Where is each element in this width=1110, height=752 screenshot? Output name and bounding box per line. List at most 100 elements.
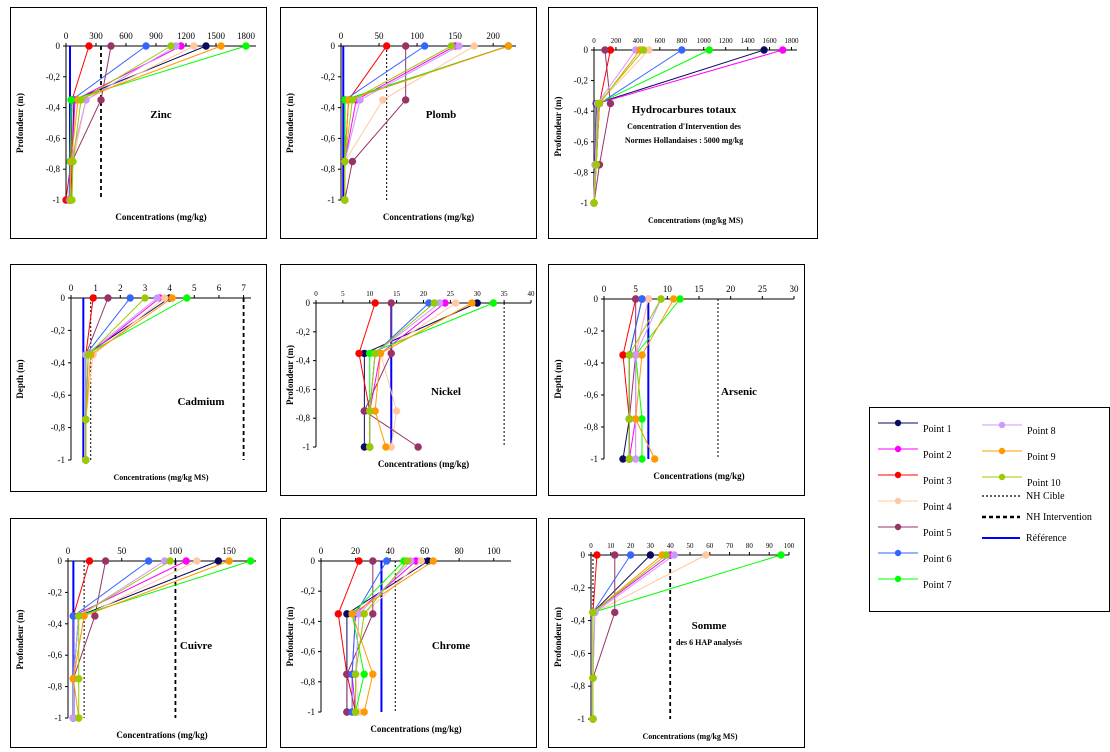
x-tick-label: 20 <box>420 290 428 298</box>
y-tick-label: 0 <box>306 298 311 308</box>
legend-label-nh-intervention: NH Intervention <box>1026 512 1092 523</box>
y-tick-label: 0 <box>331 41 336 51</box>
x-tick-label: 30 <box>474 290 482 298</box>
series-line-point-10 <box>592 554 667 719</box>
y-tick-label: -1 <box>55 713 63 723</box>
data-point-point-9 <box>225 557 233 565</box>
y-axis-title: Profondeur (m) <box>15 610 25 670</box>
x-tick-label: 80 <box>746 542 754 550</box>
y-tick-label: -0,6 <box>296 384 311 394</box>
legend-label-point-6: Point 6 <box>923 554 952 565</box>
y-tick-label: -0,4 <box>321 103 336 113</box>
data-point-point-4 <box>470 42 478 50</box>
x-axis-title: Concentrations (mg/kg MS) <box>648 216 743 225</box>
x-tick-label: 1200 <box>719 37 734 45</box>
x-axis-title: Concentrations (mg/kg) <box>115 212 206 222</box>
y-tick-label: 0 <box>56 41 61 51</box>
series-line-point-8 <box>344 45 460 200</box>
x-tick-label: 40 <box>667 542 675 550</box>
series-line-point-2 <box>628 298 649 460</box>
data-point-point-7 <box>67 96 75 104</box>
chart-annotation: Plomb <box>426 109 457 121</box>
data-point-point-9 <box>360 708 368 716</box>
data-point-point-5 <box>97 96 105 104</box>
x-tick-label: 10 <box>663 284 673 294</box>
y-tick-label: -0,8 <box>46 164 61 174</box>
x-tick-label: 200 <box>611 37 622 45</box>
y-tick-label: -1 <box>303 442 311 452</box>
legend-marker-point-2 <box>894 445 902 453</box>
data-point-point-1 <box>760 46 768 54</box>
series-line-point-5 <box>344 46 407 201</box>
data-point-point-4 <box>160 294 169 302</box>
y-tick-label: -1 <box>308 707 316 717</box>
data-point-point-4 <box>193 557 201 565</box>
data-point-point-8 <box>670 551 678 559</box>
data-point-point-10 <box>77 96 85 104</box>
series-line-point-1 <box>70 45 207 201</box>
y-tick-label: -0,4 <box>48 619 63 629</box>
series-line-point-4 <box>379 302 457 448</box>
data-point-point-5 <box>369 610 377 618</box>
y-tick-label: 0 <box>594 294 599 304</box>
y-tick-label: -0,2 <box>296 327 310 337</box>
data-point-point-4 <box>644 295 653 303</box>
x-tick-label: 15 <box>393 290 401 298</box>
chart-svg-nickel: 0 5 10 15 20 25 30 35 40 0 -0,2 -0,4 -0,6 -0,8 -1 Profo… <box>285 290 536 469</box>
data-point-point-10 <box>341 196 349 204</box>
data-point-point-10 <box>592 161 600 169</box>
data-point-point-10 <box>166 557 174 565</box>
x-tick-label: 800 <box>677 37 688 45</box>
x-tick-label: 50 <box>687 542 695 550</box>
x-tick-label: 5 <box>192 283 197 293</box>
data-point-point-9 <box>468 299 476 307</box>
x-tick-label: 1500 <box>207 31 226 41</box>
series-line-point-8 <box>85 297 158 460</box>
series-line-point-8 <box>592 554 675 719</box>
x-tick-label: 70 <box>726 542 734 550</box>
chart-panel-nickel: 0 5 10 15 20 25 30 35 40 0 -0,2 -0,4 -0,6 -0,8 -1 Profo… <box>280 264 537 496</box>
data-point-point-5 <box>401 42 410 50</box>
series-line-point-1 <box>592 554 651 719</box>
series-line-point-7 <box>69 45 247 201</box>
chart-panel-hydrocarbures: 0 200 400 600 800 1000 1200 1400 1600 1800 0 -0,2 -0… <box>548 7 818 239</box>
y-tick-label: -0,6 <box>301 647 316 657</box>
data-point-point-2 <box>779 46 787 54</box>
legend-marker-point-3 <box>894 471 902 479</box>
legend-label-nh-cible: NH Cible <box>1026 491 1065 502</box>
x-tick-label: 1 <box>93 283 98 293</box>
data-point-point-3 <box>619 351 627 359</box>
data-point-point-1 <box>202 42 210 50</box>
data-point-point-5 <box>91 612 99 620</box>
series-line-point-2 <box>69 45 182 201</box>
y-tick-label: -1 <box>53 195 61 205</box>
legend-label-point-7: Point 7 <box>923 580 952 591</box>
data-point-point-7 <box>489 299 498 307</box>
y-tick-label: 0 <box>584 45 589 55</box>
y-tick-label: -0,6 <box>51 390 66 400</box>
chart-annotation: Chrome <box>432 640 470 652</box>
chart-panel-cadmium: 0 1 2 3 4 5 6 7 0 -0,2 -0,4 -0,6 -0,8 -1 Depth (m) Conc… <box>10 264 267 492</box>
x-tick-label: 0 <box>602 284 607 294</box>
chart-panel-cuivre: 0 50 100 150 0 -0,2 -0,4 -0,6 -0,8 -1 Profondeur (… <box>10 518 267 748</box>
x-tick-label: 0 <box>339 31 344 41</box>
x-axis-title: Concentrations (mg/kg MS) <box>113 473 208 482</box>
x-tick-label: 0 <box>66 546 71 556</box>
x-axis-title: Concentrations (mg/kg) <box>116 730 207 740</box>
chart-svg-chrome: 0 20 40 60 80 100 0 -0,2 -0,4 -0,6 -0,8 -1 Profondeu… <box>285 546 511 734</box>
data-point-point-5 <box>387 299 395 307</box>
data-point-point-9 <box>631 415 640 423</box>
x-tick-label: 10 <box>607 542 615 550</box>
y-tick-label: -0,4 <box>51 358 66 368</box>
y-tick-label: -0,4 <box>584 358 599 368</box>
x-tick-label: 40 <box>528 290 536 298</box>
x-tick-label: 40 <box>386 546 396 556</box>
series-line-point-5 <box>70 45 112 201</box>
data-point-point-10 <box>69 157 77 166</box>
data-point-point-10 <box>430 299 438 307</box>
legend-marker-point-5 <box>894 523 902 531</box>
data-point-point-10 <box>82 456 90 464</box>
series-line-point-10 <box>78 560 171 718</box>
y-tick-label: -0,4 <box>301 616 316 626</box>
data-point-point-10 <box>351 670 360 678</box>
